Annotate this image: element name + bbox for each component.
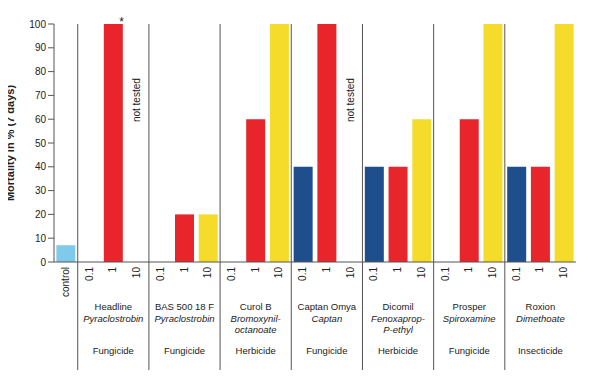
svg-text:0.1: 0.1 <box>297 267 308 281</box>
svg-text:10: 10 <box>487 267 498 279</box>
svg-text:Dimethoate: Dimethoate <box>516 313 565 324</box>
svg-text:Insecticide: Insecticide <box>518 345 563 356</box>
svg-text:Captan Omya: Captan Omya <box>298 301 357 312</box>
svg-text:90: 90 <box>35 42 47 53</box>
svg-text:80: 80 <box>35 66 47 77</box>
svg-text:octanoate: octanoate <box>235 324 277 335</box>
svg-text:Herbicide: Herbicide <box>378 345 418 356</box>
svg-text:10: 10 <box>202 267 213 279</box>
svg-text:10: 10 <box>416 267 427 279</box>
svg-text:0.1: 0.1 <box>368 267 379 281</box>
svg-text:Pyraclostrobin: Pyraclostrobin <box>154 313 214 324</box>
svg-text:control: control <box>60 267 71 297</box>
svg-text:Fungicide: Fungicide <box>449 345 490 356</box>
svg-text:BAS 500 18 F: BAS 500 18 F <box>155 301 214 312</box>
svg-text:Fenoxaprop-: Fenoxaprop- <box>371 313 425 324</box>
svg-text:1: 1 <box>392 267 403 273</box>
svg-text:10: 10 <box>345 267 356 279</box>
svg-text:Herbicide: Herbicide <box>236 345 276 356</box>
svg-text:Prosper: Prosper <box>453 301 486 312</box>
svg-text:Captan: Captan <box>312 313 343 324</box>
svg-text:Fungicide: Fungicide <box>306 345 347 356</box>
svg-text:40: 40 <box>35 161 47 172</box>
svg-text:1: 1 <box>534 267 545 273</box>
svg-text:*: * <box>119 15 124 29</box>
svg-text:10: 10 <box>131 267 142 279</box>
svg-text:0: 0 <box>40 257 46 268</box>
svg-text:10: 10 <box>558 267 569 279</box>
svg-text:Bromoxynil-: Bromoxynil- <box>231 313 281 324</box>
svg-text:50: 50 <box>35 138 47 149</box>
svg-text:0.1: 0.1 <box>226 267 237 281</box>
svg-text:Mortality in % (7 days): Mortality in % (7 days) <box>8 85 16 201</box>
svg-text:30: 30 <box>35 185 47 196</box>
svg-text:10: 10 <box>273 267 284 279</box>
svg-text:Fungicide: Fungicide <box>164 345 205 356</box>
svg-text:20: 20 <box>35 209 47 220</box>
svg-text:Roxion: Roxion <box>526 301 556 312</box>
svg-text:60: 60 <box>35 114 47 125</box>
svg-text:0.1: 0.1 <box>511 267 522 281</box>
svg-text:70: 70 <box>35 90 47 101</box>
svg-text:1: 1 <box>321 267 332 273</box>
svg-text:1: 1 <box>463 267 474 273</box>
svg-text:0.1: 0.1 <box>155 267 166 281</box>
svg-text:1: 1 <box>179 267 190 273</box>
svg-text:Curol B: Curol B <box>240 301 272 312</box>
svg-text:Pyraclostrobin: Pyraclostrobin <box>83 313 143 324</box>
svg-text:1: 1 <box>107 267 118 273</box>
svg-text:not tested: not tested <box>131 78 142 122</box>
svg-text:Dicomil: Dicomil <box>382 301 413 312</box>
svg-text:100: 100 <box>29 19 46 30</box>
svg-text:Spiroxamine: Spiroxamine <box>443 313 496 324</box>
svg-text:10: 10 <box>35 233 47 244</box>
svg-text:Headline: Headline <box>95 301 133 312</box>
svg-text:not tested: not tested <box>345 78 356 122</box>
svg-text:0.1: 0.1 <box>84 267 95 281</box>
svg-text:P-ethyl: P-ethyl <box>383 324 413 335</box>
svg-text:Fungicide: Fungicide <box>93 345 134 356</box>
svg-text:0.1: 0.1 <box>440 267 451 281</box>
svg-text:1: 1 <box>250 267 261 273</box>
